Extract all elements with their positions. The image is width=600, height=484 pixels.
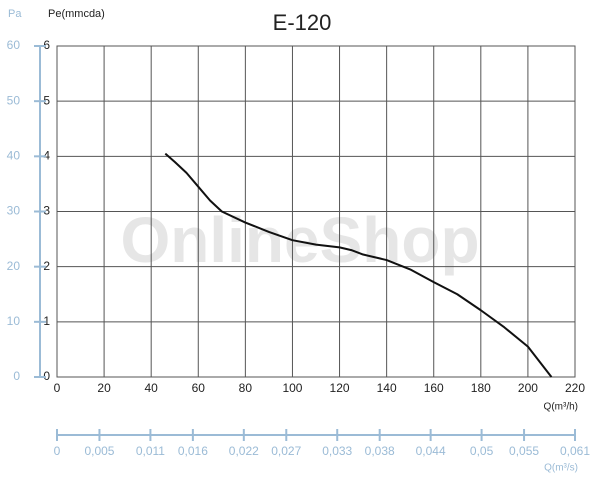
x2-tick-label: 0,061 (560, 444, 590, 458)
x2-tick-label: 0,022 (229, 444, 259, 458)
x-axis-label: Q(m³/h) (544, 402, 578, 413)
y2-tick-label: 40 (7, 149, 21, 163)
x-tick-label: 80 (239, 381, 253, 395)
x-tick-label: 20 (97, 381, 111, 395)
y-tick-label: 4 (43, 149, 50, 163)
x-tick-label: 40 (145, 381, 159, 395)
x-tick-label: 180 (471, 381, 491, 395)
y2-tick-label: 10 (7, 314, 21, 328)
y2-tick-label: 30 (7, 204, 21, 218)
y-tick-label: 3 (43, 204, 50, 218)
x2-tick-label: 0 (54, 444, 61, 458)
y-tick-label: 2 (43, 259, 50, 273)
y-tick-label: 5 (43, 93, 50, 107)
y2-axis-label: Pa (8, 8, 22, 20)
x2-tick-label: 0,033 (322, 444, 352, 458)
y-tick-label: 0 (43, 369, 50, 383)
x2-tick-label: 0,016 (178, 444, 208, 458)
x2-axis-label: Q(m³/s) (544, 463, 578, 474)
x-tick-label: 60 (192, 381, 206, 395)
x2-tick-label: 0,055 (509, 444, 539, 458)
y-axis-label: Pe(mmcda) (48, 8, 105, 20)
x-tick-label: 100 (282, 381, 302, 395)
x-tick-label: 140 (377, 381, 397, 395)
watermark: OnlineShop (120, 204, 479, 276)
y2-tick-label: 50 (7, 93, 21, 107)
x2-tick-label: 0,038 (365, 444, 395, 458)
y2-tick-label: 0 (13, 369, 20, 383)
x2-tick-label: 0,011 (136, 444, 165, 458)
y2-tick-label: 60 (7, 38, 21, 52)
x-tick-label: 220 (565, 381, 585, 395)
y-tick-label: 1 (43, 314, 50, 328)
y-tick-label: 6 (43, 38, 50, 52)
chart-title: E-120 (273, 10, 332, 35)
y2-tick-label: 20 (7, 259, 21, 273)
curve (164, 152, 553, 378)
x2-tick-label: 0,044 (416, 444, 446, 458)
x2-tick-label: 0,05 (470, 444, 494, 458)
x2-tick-label: 0,005 (84, 444, 114, 458)
plot-frame (56, 45, 576, 378)
x-tick-label: 200 (518, 381, 538, 395)
x-tick-label: 120 (330, 381, 350, 395)
x2-tick-label: 0,027 (271, 444, 301, 458)
x-tick-label: 0 (54, 381, 61, 395)
x-tick-label: 160 (424, 381, 444, 395)
